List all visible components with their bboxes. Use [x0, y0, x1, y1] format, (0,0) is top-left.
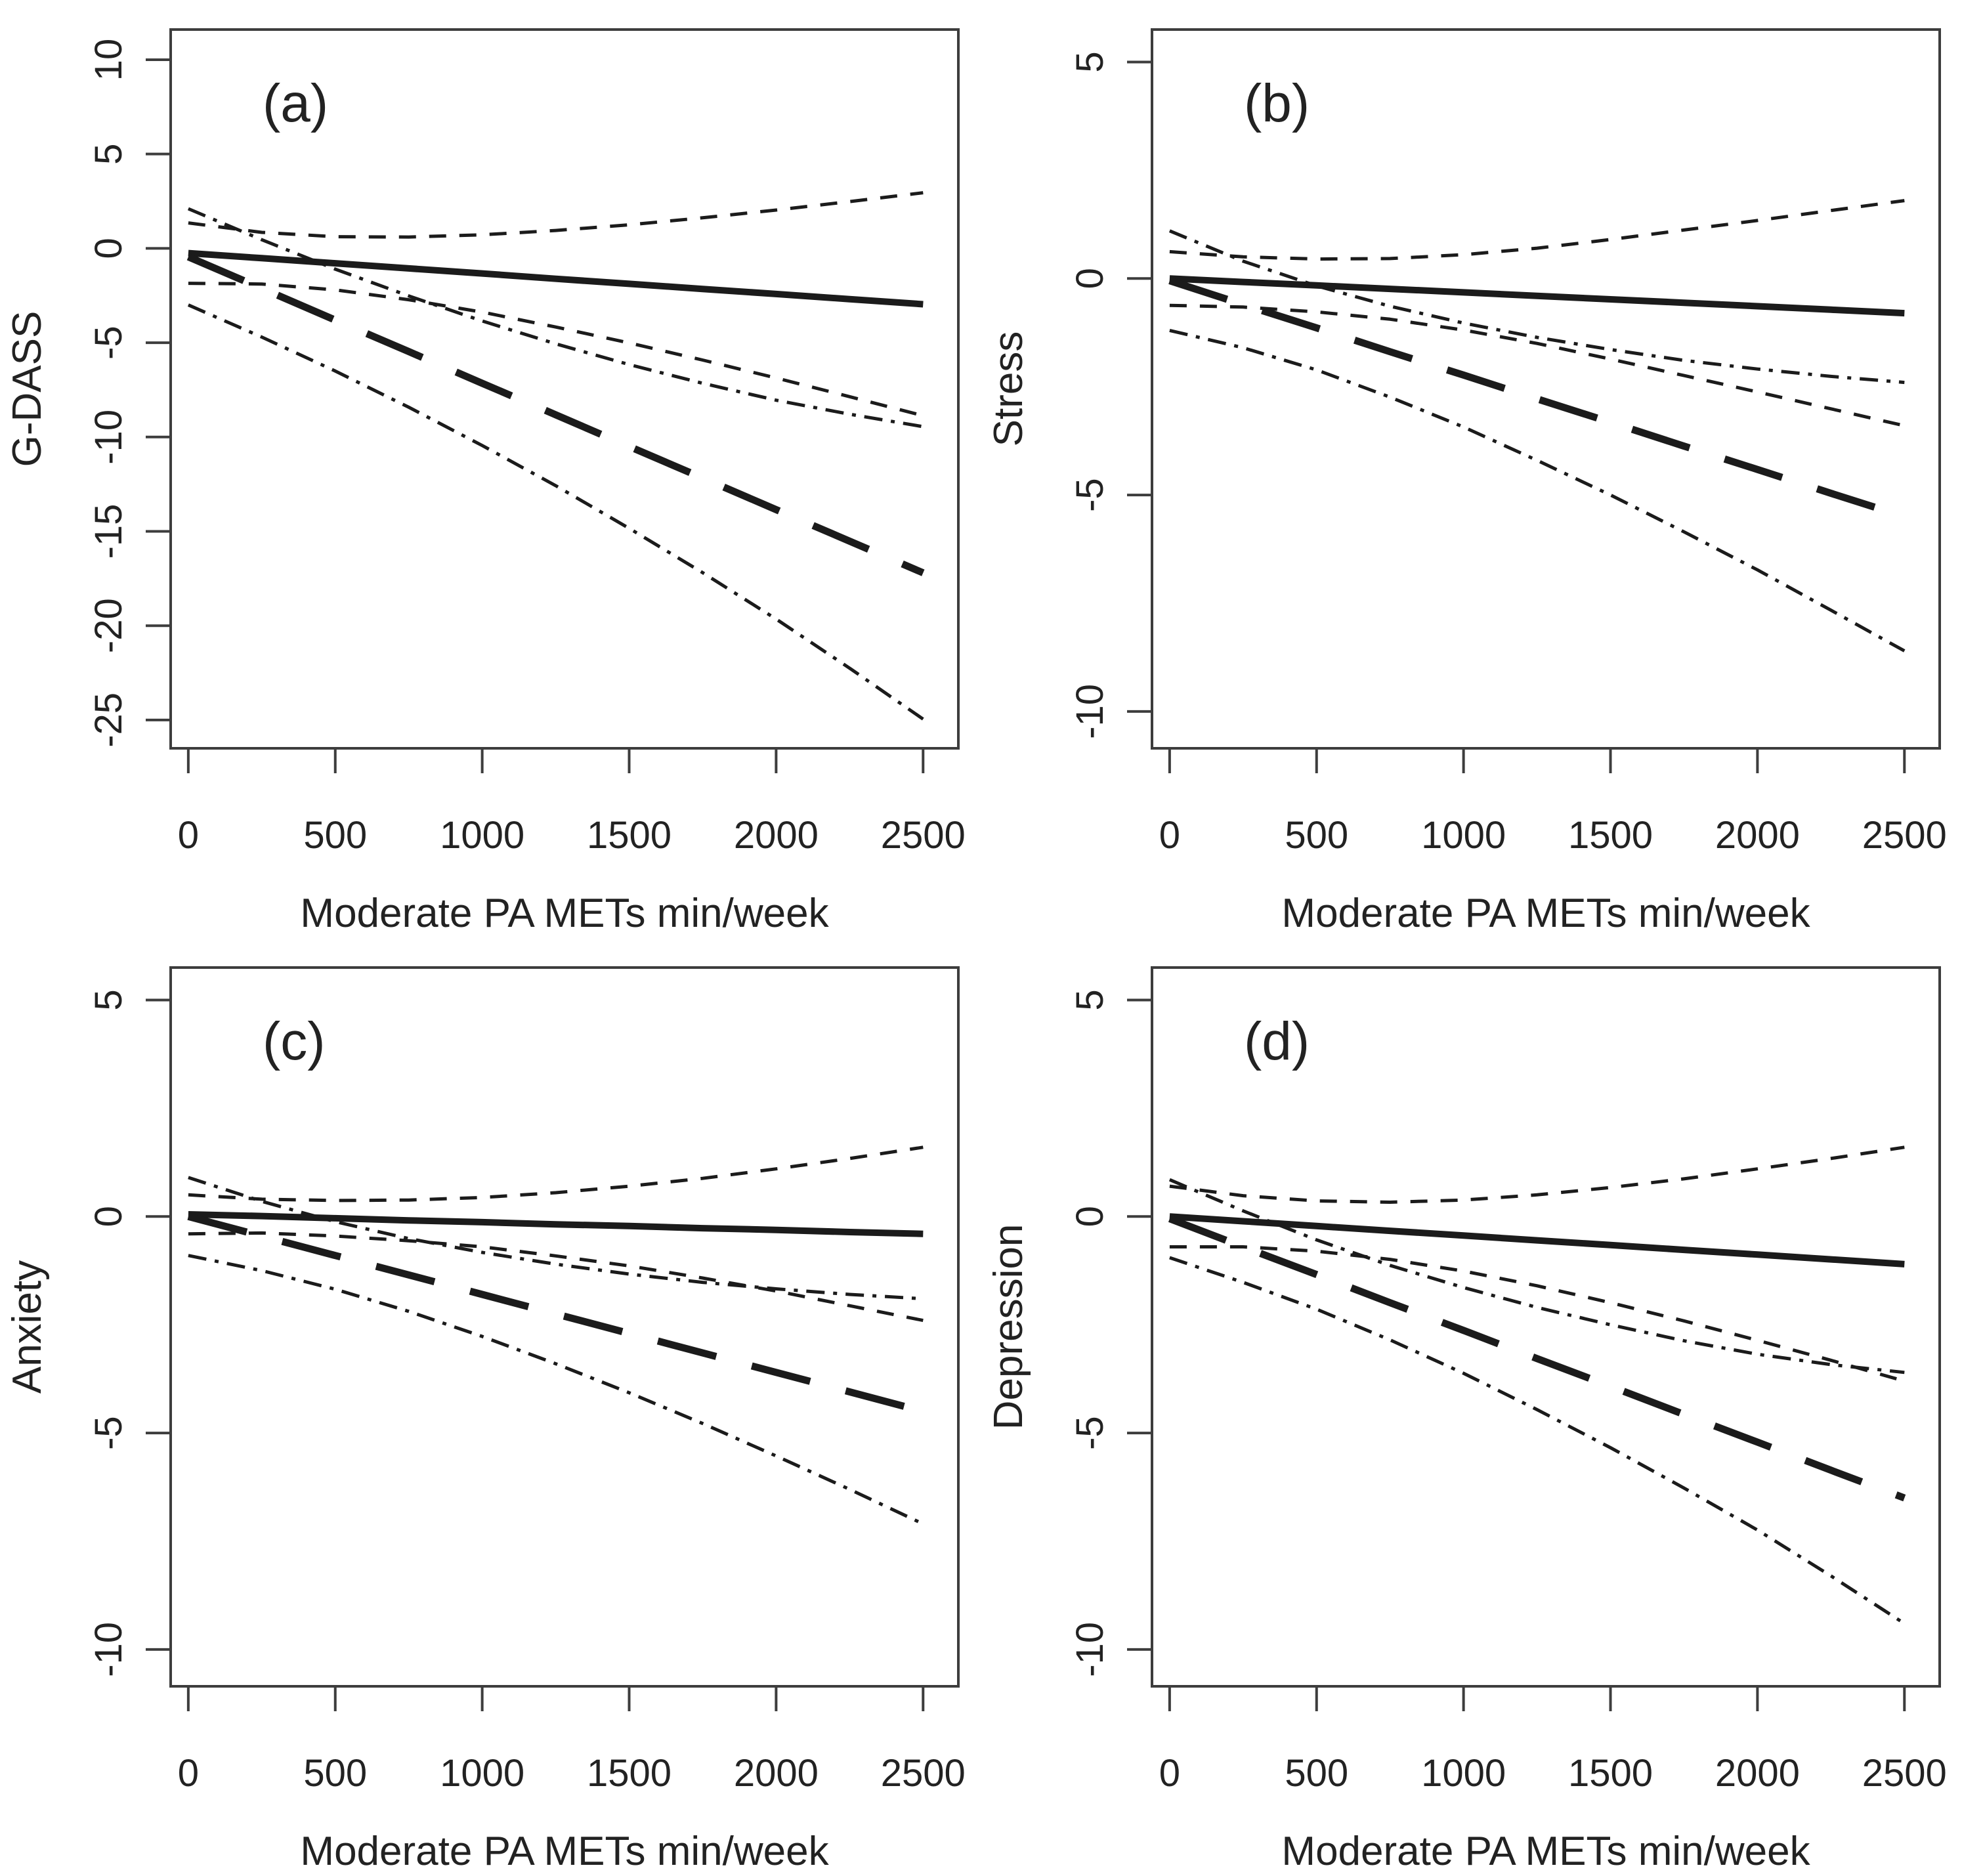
series-fit-solid-ci-lower — [188, 282, 924, 417]
y-axis-title: G-DASS — [5, 311, 50, 467]
series-fit-solid-ci-upper — [1169, 1145, 1905, 1204]
x-tick-label-2500: 2500 — [881, 1752, 966, 1795]
series-fit-solid-ci-lower — [188, 1231, 924, 1323]
x-tick-label-2000: 2000 — [734, 814, 819, 857]
series-fit-longdash-ci-upper — [188, 1176, 924, 1301]
y-tick-label--5: -5 — [1069, 1416, 1111, 1450]
panel-tag: (b) — [1244, 74, 1310, 133]
plot-box — [1151, 28, 1941, 750]
y-axis-title: Depression — [986, 1224, 1031, 1430]
panel-b: 0 500 1000 1500 2000 2500 5 0 -5 -10 Moderate PA M… — [981, 0, 1962, 938]
x-tick-label-1500: 1500 — [587, 1752, 672, 1795]
series-fit-longdash-ci-lower — [188, 1254, 924, 1525]
series-fit-solid — [1169, 1213, 1905, 1268]
y-tick-label--5: -5 — [87, 1416, 130, 1450]
x-tick-label-0: 0 — [1159, 1752, 1180, 1795]
y-tick-label-5: 5 — [1069, 989, 1111, 1010]
series-fit-solid-ci-upper — [1169, 199, 1905, 261]
x-tick-label-1500: 1500 — [1568, 814, 1653, 857]
panel-tag: (d) — [1244, 1012, 1310, 1071]
x-axis-title: Moderate PA METs min/week — [300, 1829, 829, 1874]
panel-tag: (c) — [263, 1012, 326, 1071]
y-tick-label--10: -10 — [1069, 684, 1111, 739]
y-tick-label--15: -15 — [87, 504, 130, 559]
panel-a-plot: 0 500 1000 1500 2000 2500 10 5 0 -5 -10 -15 -20 -25 Mo… — [5, 28, 966, 936]
plot-box — [1151, 966, 1941, 1688]
panel-a: 0 500 1000 1500 2000 2500 10 5 0 -5 -10 -15 -20 -25 Mo… — [0, 0, 981, 938]
panel-c-plot: 0 500 1000 1500 2000 2500 5 0 -5 -10 Moderate PA M… — [5, 966, 966, 1874]
panel-tag: (a) — [263, 74, 328, 133]
series-fit-longdash-ci-upper — [187, 207, 924, 429]
series-fit-longdash — [1168, 277, 1906, 521]
series-fit-longdash-ci-upper — [1168, 1178, 1905, 1375]
y-tick-label-5: 5 — [87, 989, 130, 1010]
x-tick-label-2500: 2500 — [881, 814, 966, 857]
x-tick-label-0: 0 — [1159, 814, 1180, 857]
series-fit-solid — [1169, 275, 1905, 317]
series-fit-longdash-ci-lower — [187, 303, 924, 721]
panel-c: 0 500 1000 1500 2000 2500 5 0 -5 -10 Moderate PA M… — [0, 938, 981, 1876]
series-fit-solid-ci-upper — [188, 191, 924, 239]
panel-b-plot: 0 500 1000 1500 2000 2500 5 0 -5 -10 Moderate PA M… — [986, 28, 1947, 936]
series-fit-longdash-ci-upper — [1168, 229, 1905, 385]
x-tick-label-1000: 1000 — [1421, 814, 1506, 857]
y-tick-label-0: 0 — [87, 238, 130, 259]
x-tick-label-1000: 1000 — [1421, 1752, 1506, 1795]
panel-d: 0 500 1000 1500 2000 2500 5 0 -5 -10 Moderate PA M… — [981, 938, 1962, 1876]
series-fit-solid-ci-lower — [1169, 303, 1905, 428]
x-axis-title: Moderate PA METs min/week — [1281, 1829, 1810, 1874]
y-tick-label-10: 10 — [87, 39, 130, 81]
y-tick-label--20: -20 — [87, 598, 130, 653]
x-axis-title: Moderate PA METs min/week — [300, 891, 829, 936]
x-tick-label-1500: 1500 — [587, 814, 672, 857]
plot-box — [169, 28, 960, 750]
series-fit-solid-ci-lower — [1169, 1245, 1905, 1383]
y-tick-label-0: 0 — [1069, 1206, 1111, 1227]
series-fit-longdash — [187, 1212, 924, 1415]
x-tick-label-2000: 2000 — [734, 1752, 819, 1795]
y-tick-label-0: 0 — [87, 1206, 130, 1227]
x-tick-label-500: 500 — [303, 1752, 367, 1795]
series-fit-longdash-ci-lower — [1169, 328, 1906, 652]
x-tick-label-2500: 2500 — [1862, 1752, 1947, 1795]
x-tick-label-500: 500 — [1285, 1752, 1348, 1795]
y-tick-label--25: -25 — [87, 693, 130, 748]
x-tick-label-1000: 1000 — [440, 814, 524, 857]
y-tick-label--5: -5 — [87, 326, 130, 360]
x-tick-label-2000: 2000 — [1715, 1752, 1800, 1795]
x-axis-title: Moderate PA METs min/week — [1281, 891, 1810, 936]
y-tick-label--5: -5 — [1069, 478, 1111, 512]
plot-box — [169, 966, 960, 1688]
y-tick-label--10: -10 — [1069, 1622, 1111, 1677]
x-tick-label-500: 500 — [1285, 814, 1348, 857]
y-tick-label-0: 0 — [1069, 268, 1111, 289]
x-tick-label-1000: 1000 — [440, 1752, 524, 1795]
x-tick-label-0: 0 — [178, 1752, 199, 1795]
series-fit-solid — [188, 1211, 924, 1237]
series-fit-solid — [188, 249, 924, 308]
y-tick-label--10: -10 — [87, 1622, 130, 1677]
x-tick-label-1500: 1500 — [1568, 1752, 1653, 1795]
y-axis-title: Stress — [986, 331, 1031, 447]
y-tick-label-5: 5 — [87, 144, 130, 165]
y-tick-label-5: 5 — [1069, 51, 1111, 72]
x-tick-label-500: 500 — [303, 814, 367, 857]
series-fit-solid-ci-upper — [188, 1145, 924, 1203]
y-tick-label--10: -10 — [87, 410, 130, 465]
y-axis-title: Anxiety — [5, 1260, 50, 1394]
series-fit-longdash-ci-lower — [1169, 1256, 1906, 1625]
series-fit-longdash — [186, 253, 925, 576]
panel-d-plot: 0 500 1000 1500 2000 2500 5 0 -5 -10 Moderate PA M… — [986, 966, 1947, 1874]
series-fit-longdash — [1168, 1215, 1906, 1502]
x-tick-label-2500: 2500 — [1862, 814, 1947, 857]
x-tick-label-2000: 2000 — [1715, 814, 1800, 857]
x-tick-label-0: 0 — [178, 814, 199, 857]
